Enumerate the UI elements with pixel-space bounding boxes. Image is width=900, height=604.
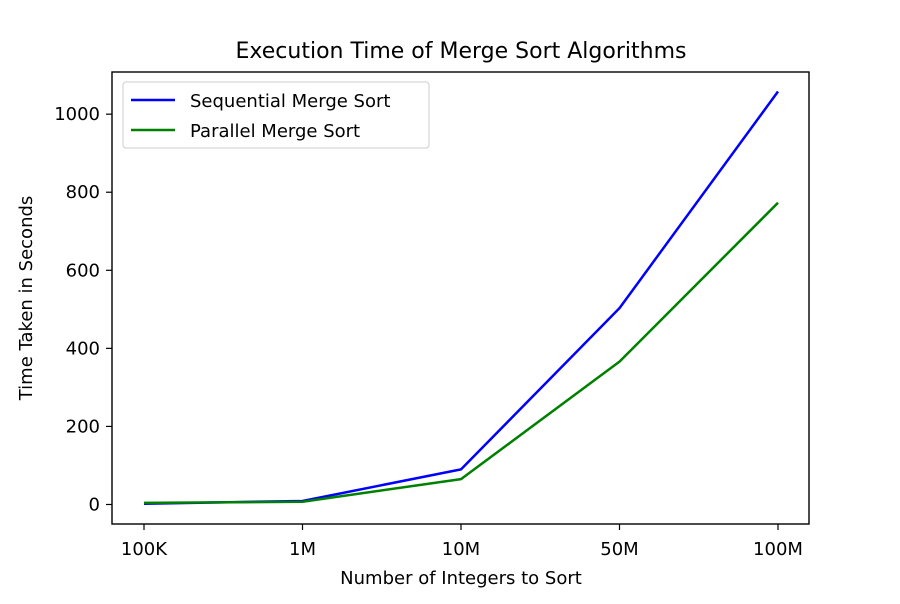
y-tick-label: 400: [66, 338, 100, 359]
y-tick-label: 800: [66, 182, 100, 203]
legend: Sequential Merge Sort Parallel Merge Sor…: [122, 81, 430, 149]
x-tick-label: 100M: [753, 539, 803, 560]
x-tick-label: 1M: [289, 539, 316, 560]
x-axis: 100K 1M 10M 50M 100M: [121, 524, 803, 560]
legend-label-parallel: Parallel Merge Sort: [190, 121, 360, 142]
x-axis-label: Number of Integers to Sort: [340, 568, 582, 589]
y-tick-label: 0: [89, 494, 100, 515]
y-axis-label: Time Taken in Seconds: [16, 196, 37, 402]
x-tick-label: 10M: [442, 539, 480, 560]
x-tick-label: 50M: [600, 539, 638, 560]
legend-box: [122, 81, 430, 149]
legend-label-sequential: Sequential Merge Sort: [190, 91, 390, 112]
series-group: [143, 90, 780, 505]
y-tick-label: 1000: [54, 104, 100, 125]
x-tick-label: 100K: [121, 539, 168, 560]
y-tick-label: 600: [66, 260, 100, 281]
chart-title: Execution Time of Merge Sort Algorithms: [236, 39, 687, 64]
y-axis: 0 200 400 600 800 1000: [54, 104, 112, 515]
series-line-parallel: [143, 201, 779, 505]
y-tick-label: 200: [66, 416, 100, 437]
